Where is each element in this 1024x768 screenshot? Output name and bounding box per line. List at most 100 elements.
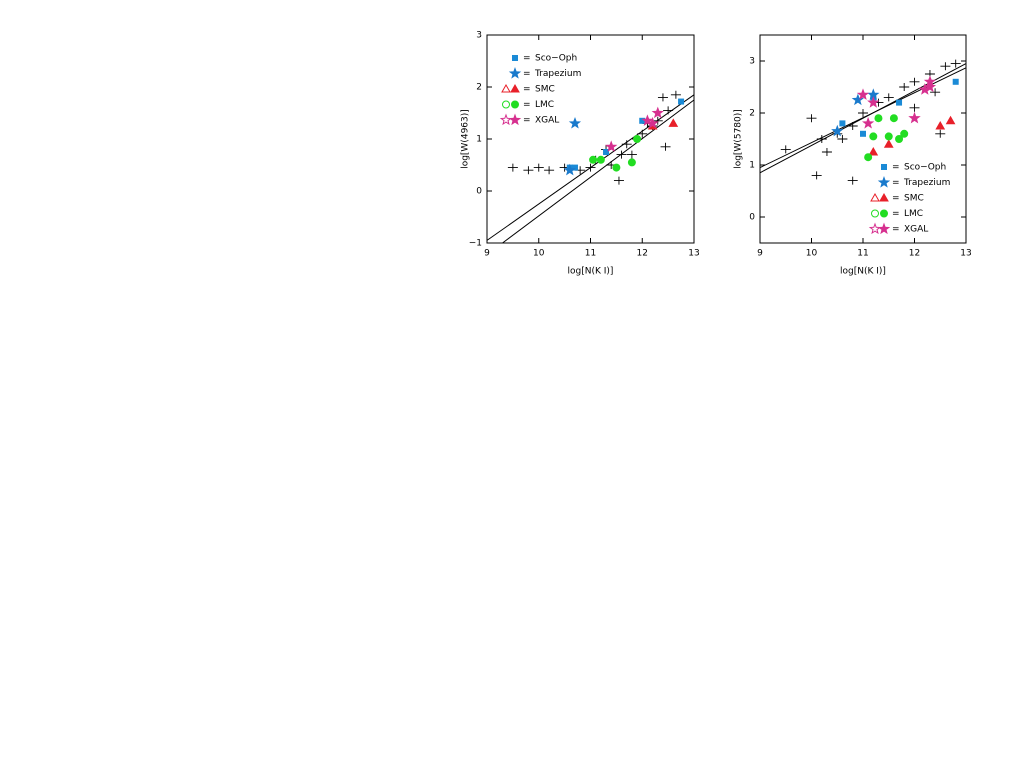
marker (523, 166, 534, 175)
marker (806, 114, 817, 123)
marker (908, 111, 921, 124)
marker (508, 67, 522, 79)
marker (613, 176, 624, 185)
marker (868, 222, 882, 235)
marker (864, 153, 873, 162)
marker (627, 158, 636, 167)
marker (512, 55, 518, 61)
marker (896, 99, 903, 106)
x-axis-label: log[N(K I)] (568, 267, 614, 277)
x-tick-label: 12 (637, 249, 648, 259)
marker (780, 145, 791, 154)
marker (633, 135, 642, 143)
legend-separator: = (892, 163, 900, 173)
marker (900, 129, 909, 138)
marker (881, 164, 887, 170)
legend-separator: = (523, 85, 531, 95)
marker (862, 116, 875, 129)
y-axis-label: log[W(5780)] (734, 109, 744, 169)
marker (877, 176, 891, 188)
marker (544, 166, 555, 175)
marker (837, 135, 848, 143)
y-tick-label: 1 (749, 161, 755, 171)
marker (668, 118, 679, 127)
marker (899, 83, 910, 91)
y-tick-label: 2 (476, 83, 482, 93)
marker (502, 100, 510, 109)
x-tick-label: 9 (757, 249, 763, 259)
marker (877, 222, 891, 235)
legend-separator: = (892, 178, 900, 188)
x-tick-label: 13 (960, 249, 971, 259)
y-tick-label: 3 (476, 31, 482, 41)
y-tick-label: 2 (749, 109, 755, 119)
y-tick-label: 1 (476, 135, 482, 145)
legend-label: LMC (535, 100, 554, 110)
marker (889, 114, 898, 123)
marker (511, 100, 519, 109)
marker (869, 132, 878, 141)
marker (871, 209, 879, 218)
legend-label: SMC (535, 85, 555, 95)
marker (533, 163, 544, 172)
legend-separator: = (892, 209, 900, 219)
marker (909, 103, 920, 112)
marker (935, 120, 946, 130)
marker (950, 59, 961, 68)
marker (612, 163, 621, 172)
marker (860, 130, 866, 137)
marker (563, 163, 576, 176)
y-axis-label: log[W(4963)] (461, 109, 471, 169)
legend-label: LMC (904, 209, 923, 219)
marker (895, 135, 904, 143)
marker (940, 62, 951, 71)
legend-separator: = (892, 225, 900, 235)
marker (501, 83, 511, 93)
marker (909, 77, 920, 86)
marker (879, 192, 889, 202)
marker (821, 148, 832, 156)
legend-label: XGAL (904, 225, 928, 235)
legend-label: XGAL (535, 116, 559, 126)
marker (839, 120, 846, 127)
legend-separator: = (523, 54, 531, 64)
marker (678, 98, 685, 105)
marker (510, 83, 520, 93)
legend-separator: = (523, 116, 531, 126)
marker (651, 106, 664, 119)
plot-frame (486, 34, 695, 244)
marker (884, 132, 893, 141)
marker (883, 139, 894, 148)
legend-label: Sco−Oph (904, 163, 946, 173)
marker (847, 176, 858, 185)
x-tick-label: 11 (857, 249, 868, 259)
marker (641, 114, 654, 126)
marker (663, 106, 674, 115)
marker (507, 163, 518, 172)
marker (646, 116, 659, 129)
marker (831, 124, 844, 137)
marker (858, 109, 868, 117)
marker (918, 83, 931, 95)
marker (660, 142, 671, 151)
marker (870, 192, 880, 202)
y-tick-label: 0 (476, 187, 482, 197)
marker (883, 93, 894, 102)
marker (867, 96, 880, 108)
plot-frame (759, 34, 967, 244)
y-tick-label: 3 (749, 57, 755, 67)
legend-label: SMC (904, 194, 924, 204)
legend-label: Trapezium (903, 178, 950, 188)
marker (652, 116, 663, 125)
marker (657, 93, 668, 102)
marker (856, 88, 870, 100)
fit-line (502, 99, 695, 244)
marker (868, 146, 879, 156)
marker (935, 129, 946, 138)
marker (499, 113, 513, 126)
legend-separator: = (523, 69, 531, 79)
x-tick-label: 10 (533, 249, 545, 259)
